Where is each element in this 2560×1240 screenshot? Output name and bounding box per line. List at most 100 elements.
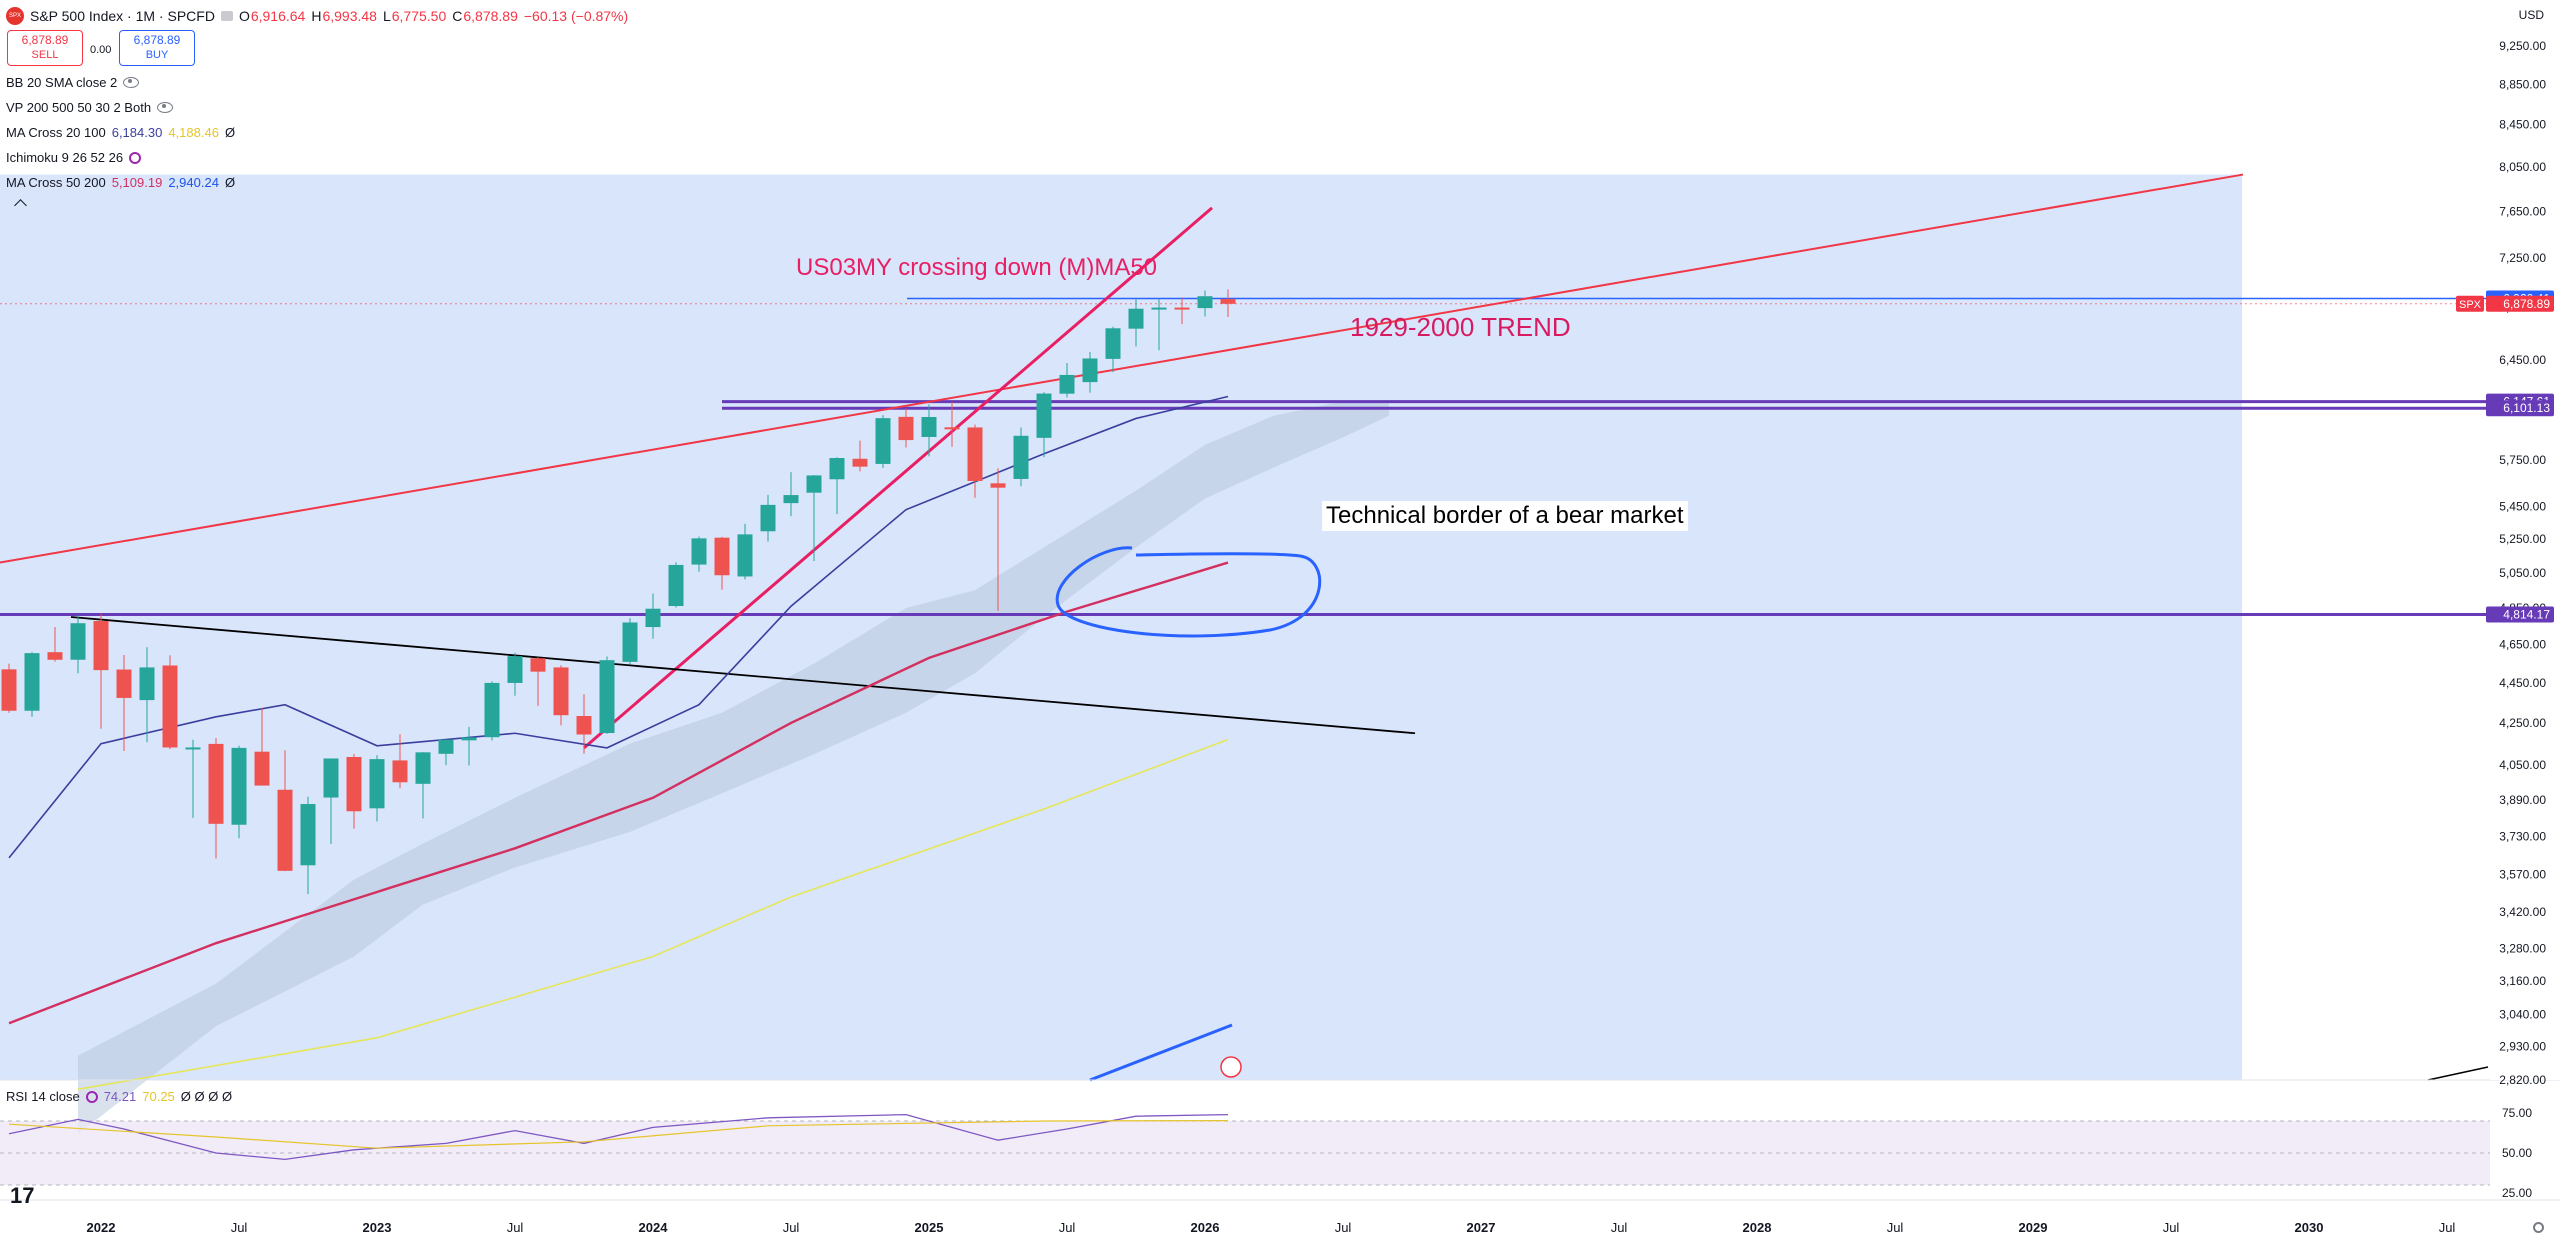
price-tick-label: 5,250.00 (2499, 532, 2546, 546)
price-tag-prefix-bg (2456, 295, 2484, 312)
candle-body (944, 427, 960, 430)
price-tick-label: 3,890.00 (2499, 793, 2546, 807)
candle-body (484, 682, 500, 738)
time-tick-label: Jul (2439, 1220, 2456, 1235)
rsi-legend[interactable]: RSI 14 close 74.21 70.25 Ø Ø Ø Ø (6, 1089, 232, 1104)
indicator-value: 6,184.30 (111, 125, 163, 140)
candle-body (668, 564, 684, 607)
candle-body (208, 743, 224, 824)
indicator-value: 4,188.46 (168, 125, 219, 140)
price-tick-label: 9,250.00 (2499, 39, 2546, 53)
low-value: 6,775.50 (391, 8, 447, 24)
annotation-trend[interactable]: 1929-2000 TREND (1350, 312, 1571, 342)
price-tick-label: 6,450.00 (2499, 353, 2546, 367)
candle-body (622, 622, 638, 662)
price-tag-label: 4,814.17 (2503, 607, 2550, 621)
price-axis-bg (2490, 0, 2560, 1080)
price-tick-label: 4,050.00 (2499, 758, 2546, 772)
currency-label[interactable]: USD (2518, 8, 2544, 22)
price-tick-label: 4,450.00 (2499, 676, 2546, 690)
bottom-black-line (2427, 1066, 2489, 1081)
annotation-bear-border[interactable]: Technical border of a bear market (1322, 501, 1688, 531)
indicator-name: VP 200 500 50 30 2 Both (6, 100, 152, 115)
sell-label: SELL (31, 49, 59, 61)
symbol-title[interactable]: S&P 500 Index · 1M · SPCFD (30, 8, 215, 24)
candle-body (415, 752, 431, 784)
close-label: C (452, 8, 463, 24)
event-marker-icon (1220, 1056, 1242, 1078)
time-tick-label: Jul (231, 1220, 248, 1235)
indicator-ichimoku[interactable]: Ichimoku 9 26 52 26 (6, 150, 142, 165)
candle-body (1197, 296, 1213, 309)
price-tag-label: 6,878.89 (2503, 297, 2550, 311)
price-tick-label: 3,570.00 (2499, 868, 2546, 882)
tradingview-logo-icon[interactable]: 17 (10, 1183, 35, 1208)
price-tick-label: 7,650.00 (2499, 204, 2546, 218)
candle-body (921, 417, 937, 437)
ma50-line (8, 561, 1229, 1025)
price-tick-label: 3,040.00 (2499, 1008, 2546, 1022)
rsi-band (0, 1121, 2490, 1185)
indicator-value: 2,940.24 (168, 175, 219, 190)
time-axis[interactable]: 2022 Jul 2023 Jul 2024 Jul 2025 Jul 2026 Jul 2027 J… (0, 1199, 2560, 1235)
rsi-tick-label: 25.00 (2502, 1186, 2532, 1200)
sell-price: 6,878.89 (21, 33, 69, 47)
time-tick-label: Jul (1059, 1220, 1076, 1235)
candle-body (70, 623, 86, 660)
candle-body (1013, 435, 1029, 479)
candle-body (323, 758, 339, 798)
candle-body (185, 747, 201, 750)
price-tick-label: 2,930.00 (2499, 1040, 2546, 1054)
sell-button[interactable]: 6,878.89 SELL (7, 30, 83, 66)
candle-body (576, 716, 592, 735)
indicator-vp[interactable]: VP 200 500 50 30 2 Both (6, 100, 174, 115)
price-tick-label: 5,050.00 (2499, 566, 2546, 580)
price-tick-label: 8,450.00 (2499, 118, 2546, 132)
time-tick-label: 2023 (363, 1220, 392, 1235)
price-tick-label: 4,250.00 (2499, 716, 2546, 730)
price-tag-prefix: SPX (2459, 299, 2482, 311)
time-tick-label: 2025 (915, 1220, 944, 1235)
rsi-ma-value: 70.25 (142, 1089, 175, 1104)
rsi-tick-label: 75.00 (2502, 1106, 2532, 1120)
time-tick-label: Jul (507, 1220, 524, 1235)
time-tick-label: Jul (1335, 1220, 1352, 1235)
settings-gear-icon[interactable] (2533, 1222, 2544, 1233)
price-axis[interactable]: 2,820.00 2,930.00 3,040.00 3,160.00 3,280.00… (2456, 0, 2560, 1087)
candles (1, 289, 1236, 894)
open-value: 6,916.64 (250, 8, 306, 24)
candle-body (1151, 307, 1167, 310)
candle-body (1059, 374, 1075, 394)
time-tick-label: 2027 (1467, 1220, 1496, 1235)
candle-body (714, 537, 730, 576)
time-tick-label: Jul (783, 1220, 800, 1235)
candle-body (783, 495, 799, 504)
market-status-icon (220, 11, 233, 21)
buy-price: 6,878.89 (133, 33, 181, 47)
time-tick-label: 2022 (87, 1220, 116, 1235)
price-tag-bg (2486, 606, 2554, 623)
candle-body (645, 608, 661, 628)
annotation-us03my[interactable]: US03MY crossing down (M)MA50 (796, 254, 1158, 281)
indicator-ma-cross-20-100[interactable]: MA Cross 20 100 6,184.30 4,188.46 Ø (6, 125, 235, 140)
candle-body (967, 427, 983, 481)
hidden-eye-icon[interactable] (157, 102, 174, 113)
buy-button[interactable]: 6,878.89 BUY (119, 30, 195, 66)
drawing-lines (0, 173, 2490, 1091)
symbol-legend[interactable]: SPX S&P 500 Index · 1M · SPCFD O 6,916.64… (6, 7, 628, 25)
candle-body (231, 747, 247, 825)
indicator-bb[interactable]: BB 20 SMA close 2 (6, 75, 140, 90)
indicator-ma-cross-50-200[interactable]: MA Cross 50 200 5,109.19 2,940.24 Ø (6, 175, 235, 190)
rsi-name: RSI 14 close (6, 1089, 80, 1104)
price-tick-label: 3,420.00 (2499, 905, 2546, 919)
time-tick-label: 2028 (1743, 1220, 1772, 1235)
hidden-eye-icon[interactable] (123, 77, 140, 88)
candle-body (829, 458, 845, 480)
candle-body (1, 669, 17, 711)
candle-body (369, 759, 385, 809)
price-tick-label: 3,160.00 (2499, 974, 2546, 988)
change-value: −60.13 (−0.87%) (523, 8, 629, 24)
price-tick-label: 4,650.00 (2499, 638, 2546, 652)
time-tick-label: Jul (2163, 1220, 2180, 1235)
